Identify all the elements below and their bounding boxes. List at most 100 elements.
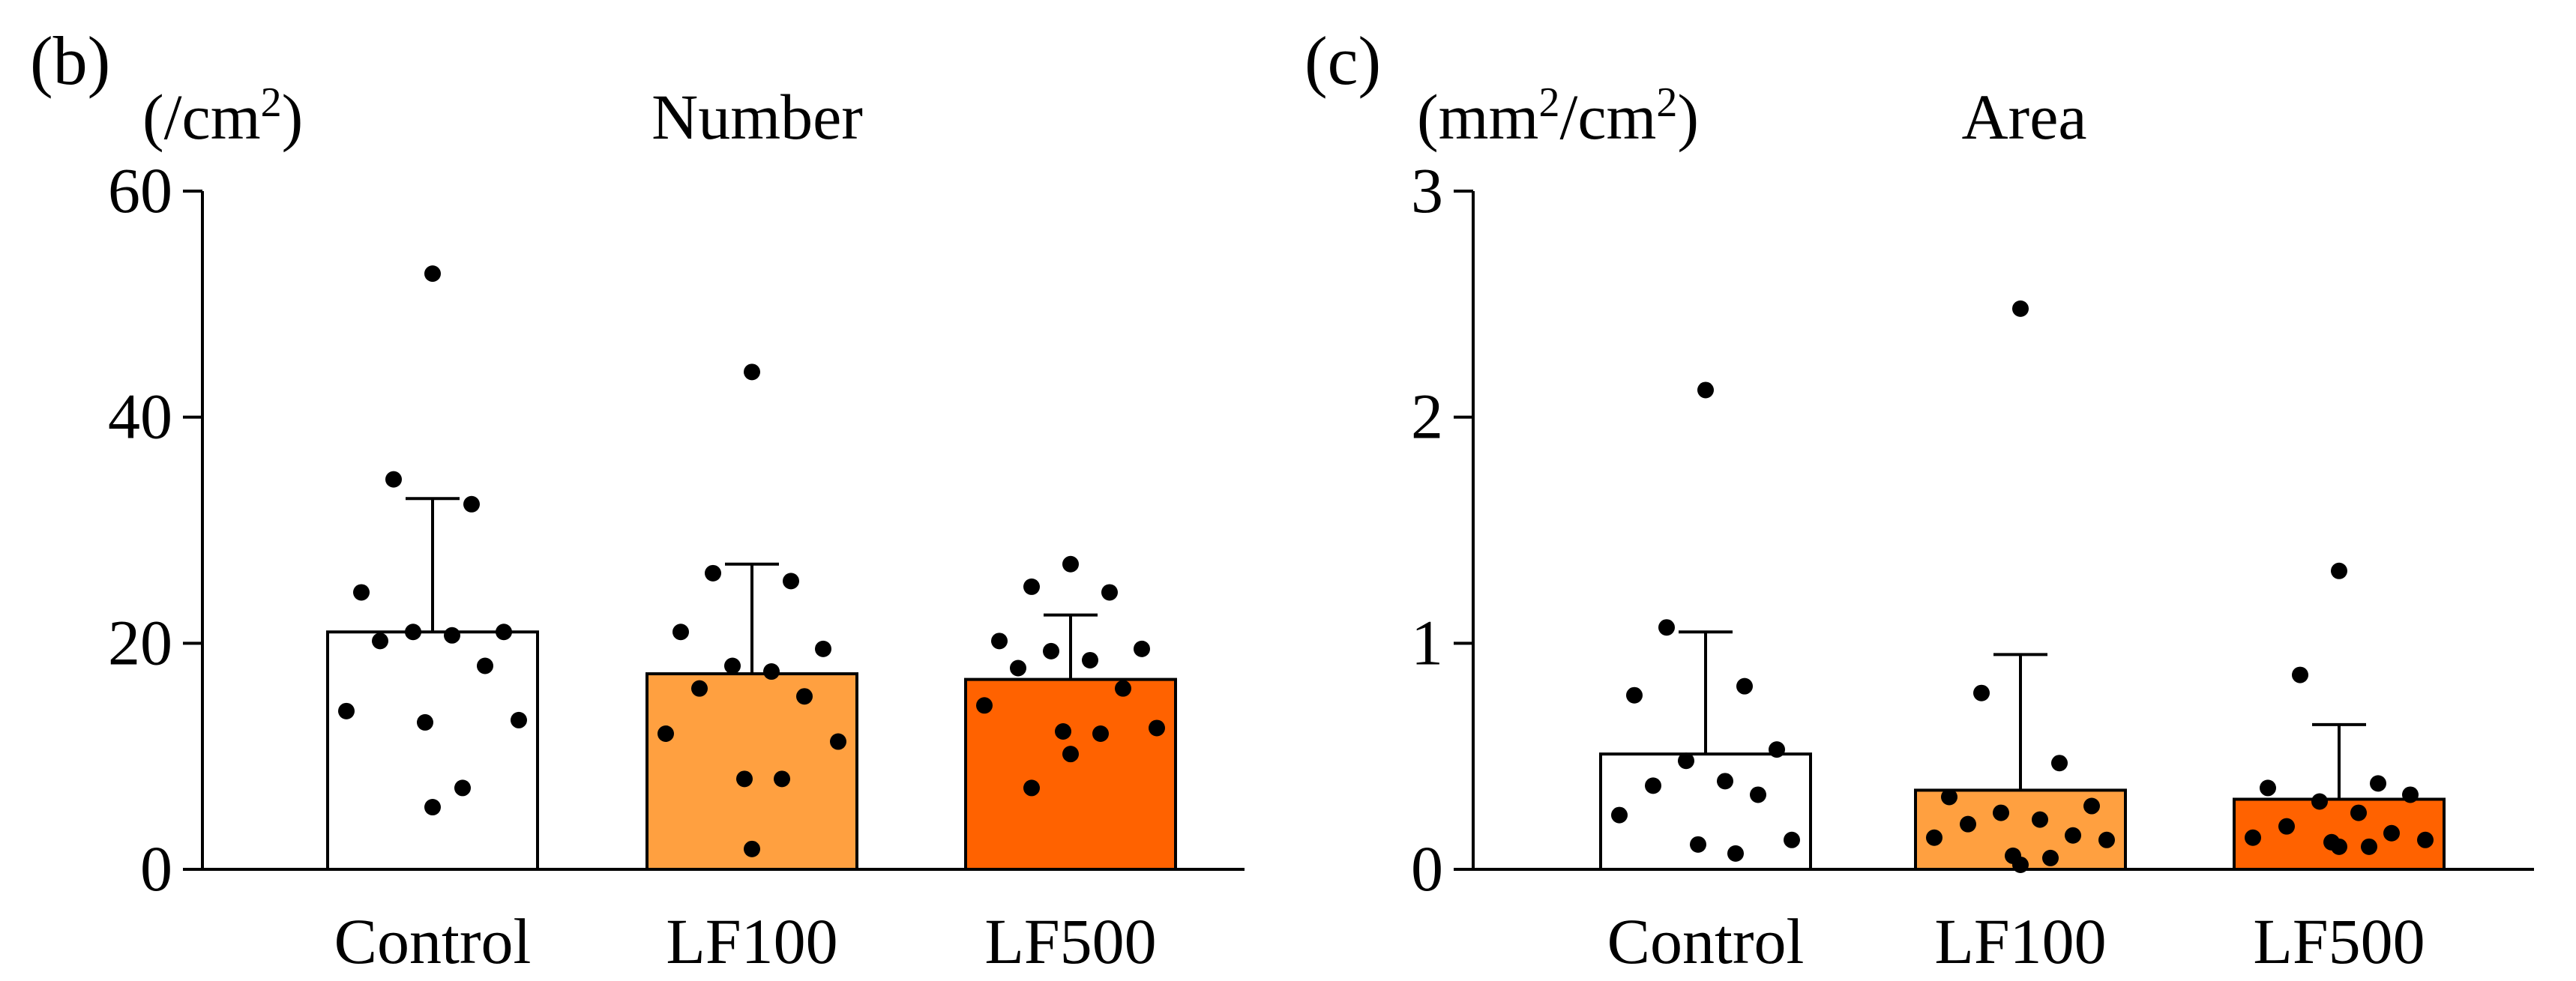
data-point-lf100-c <box>1993 804 2009 821</box>
y-tick-label-c: 1 <box>1411 606 1443 678</box>
data-point-lf500-c <box>2383 824 2400 842</box>
panel-label-c: (c) <box>1304 22 1381 99</box>
data-point-lf100-c <box>2032 811 2048 828</box>
data-point-control-c <box>1626 686 1643 704</box>
data-point-lf100-c <box>1960 815 1976 833</box>
data-point-control-b <box>405 624 421 641</box>
plot-area-b: 0 20 40 60 Control LF100 LF500 <box>108 154 1245 977</box>
data-point-lf500-c <box>2402 786 2419 803</box>
x-category-label-b: LF500 <box>984 905 1156 977</box>
bar-control-b <box>326 630 539 871</box>
data-point-lf500-c <box>2331 838 2347 855</box>
data-point-control-b <box>511 711 527 728</box>
bar-lf100-b <box>645 672 858 872</box>
data-point-control-c <box>1727 845 1744 862</box>
data-point-control-c <box>1697 381 1714 399</box>
data-point-control-c <box>1769 741 1785 758</box>
data-point-lf500-c <box>2260 779 2276 797</box>
data-point-lf500-b <box>1010 659 1026 677</box>
data-point-lf500-c <box>2245 829 2261 846</box>
data-point-control-b <box>496 624 512 641</box>
data-point-lf100-b <box>796 688 813 705</box>
data-point-lf500-b <box>1082 651 1098 668</box>
y-tick-label-c: 2 <box>1411 381 1443 453</box>
chart-title-number: Number <box>651 81 863 153</box>
data-point-control-b <box>424 265 441 283</box>
x-category-label-b: Control <box>334 905 532 977</box>
data-point-lf500-b <box>1092 725 1109 742</box>
data-point-lf100-b <box>744 840 760 857</box>
data-point-lf100-c <box>2065 827 2081 844</box>
data-point-lf500-b <box>1055 722 1071 740</box>
y-unit-label-c: (mm2/cm2) <box>1417 79 1699 153</box>
data-point-lf100-b <box>774 770 790 788</box>
data-point-lf100-b <box>672 624 689 641</box>
data-point-lf500-c <box>2350 804 2367 821</box>
y-tick-label-b: 60 <box>108 154 172 226</box>
data-point-lf100-c <box>1973 684 1990 701</box>
x-category-label-b: LF100 <box>666 905 837 977</box>
data-point-control-b <box>424 799 441 816</box>
data-point-lf500-b <box>1149 719 1165 737</box>
data-point-control-c <box>1645 777 1661 794</box>
data-point-lf100-b <box>763 663 780 680</box>
panel-label-b: (b) <box>30 22 110 99</box>
data-point-lf500-b <box>1043 642 1059 659</box>
data-point-lf500-b <box>1062 746 1079 763</box>
y-tick-label-b: 40 <box>108 381 172 453</box>
data-point-lf100-b <box>657 725 674 742</box>
x-category-label-c: Control <box>1607 905 1805 977</box>
data-point-control-c <box>1736 677 1753 695</box>
data-point-control-b <box>417 713 433 731</box>
data-point-lf100-b <box>705 564 721 582</box>
data-point-lf500-b <box>1062 555 1079 573</box>
data-point-lf500-b <box>991 633 1008 650</box>
data-point-lf500-b <box>976 697 993 714</box>
data-point-lf500-b <box>1101 584 1118 601</box>
data-point-control-b <box>477 657 493 674</box>
data-point-lf500-c <box>2292 666 2308 683</box>
data-point-lf100-c <box>1926 829 1942 846</box>
data-point-lf100-c <box>1941 788 1957 806</box>
data-point-control-c <box>1717 773 1733 790</box>
data-point-lf500-c <box>2311 793 2328 810</box>
data-point-control-b <box>444 627 460 644</box>
data-point-control-c <box>1678 752 1694 770</box>
data-point-control-b <box>385 471 402 488</box>
data-point-lf500-c <box>2361 838 2377 855</box>
data-point-control-b <box>372 633 388 650</box>
data-point-control-b <box>338 702 355 719</box>
y-tick-label-b: 0 <box>140 833 172 905</box>
data-point-lf500-c <box>2331 562 2347 579</box>
data-point-lf100-c <box>2083 797 2100 815</box>
panel-c-area-chart: (c) (mm2/cm2) Area 0 1 2 3 Control LF100 LF500 <box>1304 22 2534 977</box>
y-tick-label-c: 3 <box>1411 154 1443 226</box>
y-tick-label-c: 0 <box>1411 833 1443 905</box>
data-point-lf500-c <box>2417 831 2434 848</box>
y-tick-label-b: 20 <box>108 606 172 678</box>
data-point-lf500-c <box>2370 775 2386 792</box>
bar-lf500-b <box>964 677 1177 871</box>
data-point-control-b <box>463 495 480 513</box>
data-point-lf100-c <box>2012 300 2029 317</box>
bar-control-c <box>1599 752 1812 872</box>
data-point-control-c <box>1690 836 1706 853</box>
data-point-lf100-b <box>724 657 741 674</box>
panel-b-number-chart: (b) (/cm2) Number 0 20 40 60 Control LF100 LF5… <box>30 22 1245 977</box>
x-category-label-c: LF500 <box>2253 905 2425 977</box>
data-point-lf100-b <box>744 363 760 381</box>
data-point-lf500-b <box>1023 578 1040 595</box>
data-point-lf100-b <box>830 733 846 750</box>
data-point-control-c <box>1658 619 1675 636</box>
data-point-lf100-b <box>783 573 799 590</box>
data-point-lf100-b <box>815 640 831 657</box>
data-point-control-c <box>1784 831 1800 848</box>
data-point-lf500-b <box>1134 640 1150 657</box>
data-point-lf500-b <box>1023 779 1040 797</box>
data-point-control-c <box>1611 806 1628 824</box>
data-point-lf500-b <box>1115 680 1131 697</box>
data-point-lf100-c <box>2042 849 2059 866</box>
chart-title-area: Area <box>1961 81 2086 153</box>
data-point-lf100-c <box>2051 755 2068 772</box>
